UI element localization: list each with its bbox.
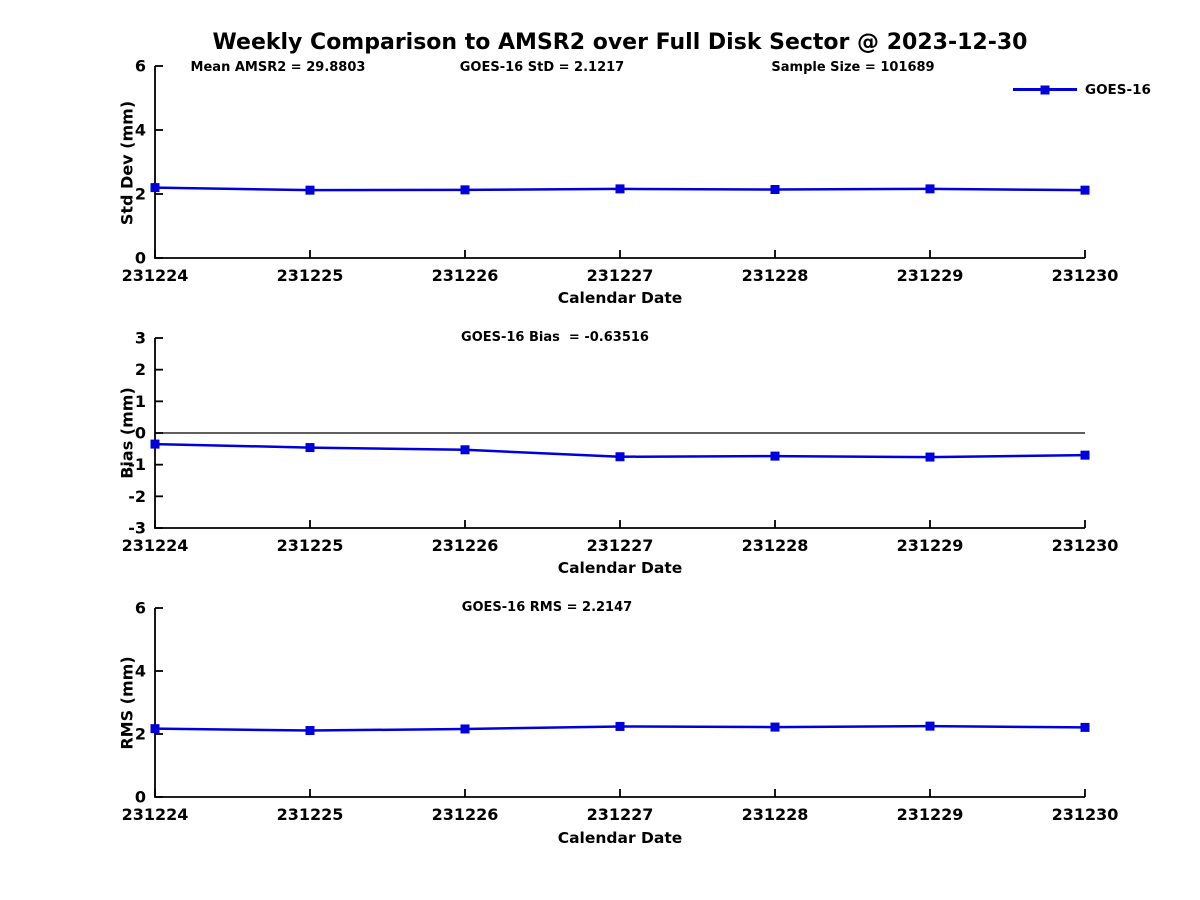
std-dev-plot-x-tick-label: 231226 — [432, 266, 499, 285]
annotation-sample-size: Sample Size = 101689 — [771, 60, 935, 75]
bias-plot-y-tick-label: 0 — [135, 424, 146, 443]
std-dev-plot-y-tick-label: 6 — [135, 57, 146, 76]
annotation-goes16-bias: GOES-16 Bias = -0.63516 — [461, 330, 649, 345]
std-dev-plot-data-marker — [1080, 185, 1090, 195]
bias-plot-data-marker — [305, 443, 315, 453]
bias-plot-y-tick-label: 1 — [135, 392, 146, 411]
rms-plot-data-marker — [150, 724, 160, 734]
rms-plot-data-marker — [1080, 722, 1090, 732]
std-dev-plot-data-marker — [150, 183, 160, 193]
legend-label: GOES-16 — [1085, 81, 1151, 98]
x-axis-label-bottom: Calendar Date — [557, 829, 683, 847]
x-axis-label-middle: Calendar Date — [557, 559, 683, 577]
rms-plot-x-tick-label: 231226 — [432, 805, 499, 824]
std-dev-plot-data-marker — [615, 184, 625, 194]
annotation-goes16-std: GOES-16 StD = 2.1217 — [459, 60, 625, 75]
bias-plot-y-tick-label: 3 — [135, 329, 146, 348]
bias-plot-x-tick-label: 231225 — [277, 536, 344, 555]
rms-plot-data-marker — [925, 721, 935, 731]
std-dev-plot-y-tick-label: 4 — [135, 121, 146, 140]
rms-plot-x-tick-label: 231230 — [1052, 805, 1119, 824]
rms-plot-y-tick-label: 0 — [135, 788, 146, 807]
bias-plot-data-marker — [925, 452, 935, 462]
bias-plot-y-tick-label: -2 — [128, 487, 146, 506]
std-dev-plot-data-marker — [925, 184, 935, 194]
std-dev-plot-x-tick-label: 231228 — [742, 266, 809, 285]
std-dev-plot-data-marker — [305, 185, 315, 195]
rms-plot-data-marker — [615, 721, 625, 731]
bias-plot-y-tick-label: -1 — [128, 455, 146, 474]
std-dev-plot-y-tick-label: 2 — [135, 185, 146, 204]
rms-plot-y-tick-label: 6 — [135, 599, 146, 618]
annotation-mean-amsr2: Mean AMSR2 = 29.8803 — [190, 60, 366, 75]
rms-plot-data-marker — [460, 724, 470, 734]
legend-square-marker-icon — [1040, 85, 1050, 94]
y-axis-label-bias: Bias (mm) — [117, 387, 137, 479]
bias-plot-data-marker — [770, 451, 780, 461]
std-dev-plot-data-marker — [460, 185, 470, 195]
std-dev-plot-y-tick-label: 0 — [135, 249, 146, 268]
std-dev-plot-x-tick-label: 231224 — [122, 266, 189, 285]
rms-plot-data-marker — [770, 722, 780, 732]
y-axis-label-rms: RMS (mm) — [117, 656, 137, 750]
bias-plot-x-tick-label: 231227 — [587, 536, 654, 555]
bias-plot-x-tick-label: 231229 — [897, 536, 964, 555]
rms-plot-x-tick-label: 231228 — [742, 805, 809, 824]
rms-plot-x-tick-label: 231227 — [587, 805, 654, 824]
rms-plot-x-tick-label: 231224 — [122, 805, 189, 824]
bias-plot-x-tick-label: 231230 — [1052, 536, 1119, 555]
legend-line-sample — [1013, 85, 1077, 94]
bias-plot-x-tick-label: 231226 — [432, 536, 499, 555]
rms-plot-x-tick-label: 231229 — [897, 805, 964, 824]
figure-title: Weekly Comparison to AMSR2 over Full Dis… — [212, 30, 1028, 55]
bias-plot-y-tick-label: -3 — [128, 519, 146, 538]
bias-plot-data-marker — [460, 445, 470, 455]
std-dev-plot-x-tick-label: 231230 — [1052, 266, 1119, 285]
rms-plot-x-tick-label: 231225 — [277, 805, 344, 824]
y-axis-label-std-dev: Std Dev (mm) — [117, 100, 137, 226]
bias-plot-data-marker — [150, 439, 160, 449]
bias-plot-x-tick-label: 231228 — [742, 536, 809, 555]
bias-plot-x-tick-label: 231224 — [122, 536, 189, 555]
annotation-goes16-rms: GOES-16 RMS = 2.2147 — [461, 600, 633, 615]
bias-plot-y-tick-label: 2 — [135, 360, 146, 379]
rms-plot-y-tick-label: 2 — [135, 725, 146, 744]
rms-plot-y-tick-label: 4 — [135, 662, 146, 681]
std-dev-plot-data-marker — [770, 185, 780, 195]
std-dev-plot-x-tick-label: 231227 — [587, 266, 654, 285]
legend: GOES-16 — [1013, 81, 1151, 98]
std-dev-plot-x-tick-label: 231229 — [897, 266, 964, 285]
bias-plot-data-marker — [1080, 450, 1090, 460]
rms-plot-data-marker — [305, 726, 315, 736]
x-axis-label-top: Calendar Date — [557, 289, 683, 307]
std-dev-plot-x-tick-label: 231225 — [277, 266, 344, 285]
bias-plot-data-marker — [615, 452, 625, 462]
